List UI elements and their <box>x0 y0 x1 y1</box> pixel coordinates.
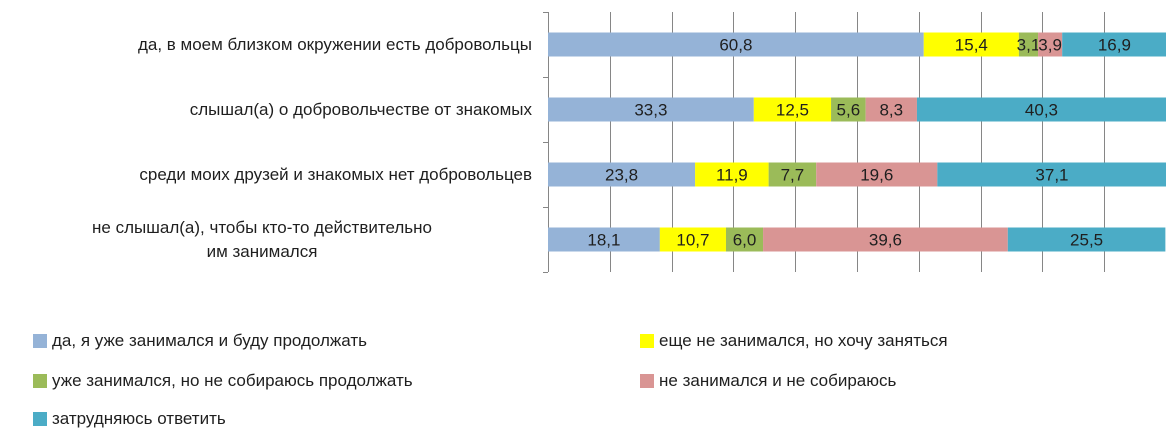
bar-segment <box>548 162 696 187</box>
data-label: 39,6 <box>869 231 902 250</box>
bar-segment <box>1007 227 1166 252</box>
data-label: 8,3 <box>879 101 903 120</box>
data-label: 16,9 <box>1098 36 1131 55</box>
bar-segment <box>725 227 764 252</box>
data-label: 18,1 <box>587 231 620 250</box>
bar-segment <box>1018 32 1039 57</box>
bar-segment <box>865 97 917 122</box>
data-label: 12,5 <box>776 101 809 120</box>
data-label: 37,1 <box>1035 166 1068 185</box>
data-label: 10,7 <box>676 231 709 250</box>
data-label: 3,9 <box>1038 36 1062 55</box>
bar-segment <box>548 227 660 252</box>
bar-segment <box>695 162 769 187</box>
bar-segment <box>923 32 1019 57</box>
data-label: 19,6 <box>860 166 893 185</box>
data-label: 15,4 <box>955 36 988 55</box>
bar-segment <box>753 97 832 122</box>
category-label: среди моих друзей и знакомых нет доброво… <box>139 164 532 184</box>
bar-segment <box>548 32 924 57</box>
bar-segment <box>916 97 1166 122</box>
bar-segment <box>659 227 726 252</box>
data-label: 3,1 <box>1017 36 1041 55</box>
category-label-line: не слышал(а), чтобы кто-то действительно <box>92 217 432 237</box>
bar-segment <box>768 162 817 187</box>
bar-segment <box>1038 32 1063 57</box>
category-label: да, в моем близком окружении есть добров… <box>137 34 532 54</box>
data-label: 23,8 <box>605 166 638 185</box>
data-label: 6,0 <box>733 231 757 250</box>
bar-segment <box>763 227 1008 252</box>
data-label: 60,8 <box>719 36 752 55</box>
data-label: 7,7 <box>781 166 805 185</box>
bar-segment <box>816 162 938 187</box>
category-label: не слышал(а), чтобы кто-то действительно… <box>0 216 532 264</box>
bar-segment <box>831 97 866 122</box>
data-label: 11,9 <box>716 166 748 185</box>
bar-segment <box>937 162 1166 187</box>
data-label: 5,6 <box>837 101 861 120</box>
category-label-line: им занимался <box>206 241 318 261</box>
data-label: 25,5 <box>1070 231 1103 250</box>
bar-segment <box>1062 32 1166 57</box>
category-label: слышал(а) о добровольчестве от знакомых <box>189 99 532 119</box>
bar-segment <box>548 97 754 122</box>
data-label: 40,3 <box>1025 101 1058 120</box>
data-label: 33,3 <box>634 101 667 120</box>
